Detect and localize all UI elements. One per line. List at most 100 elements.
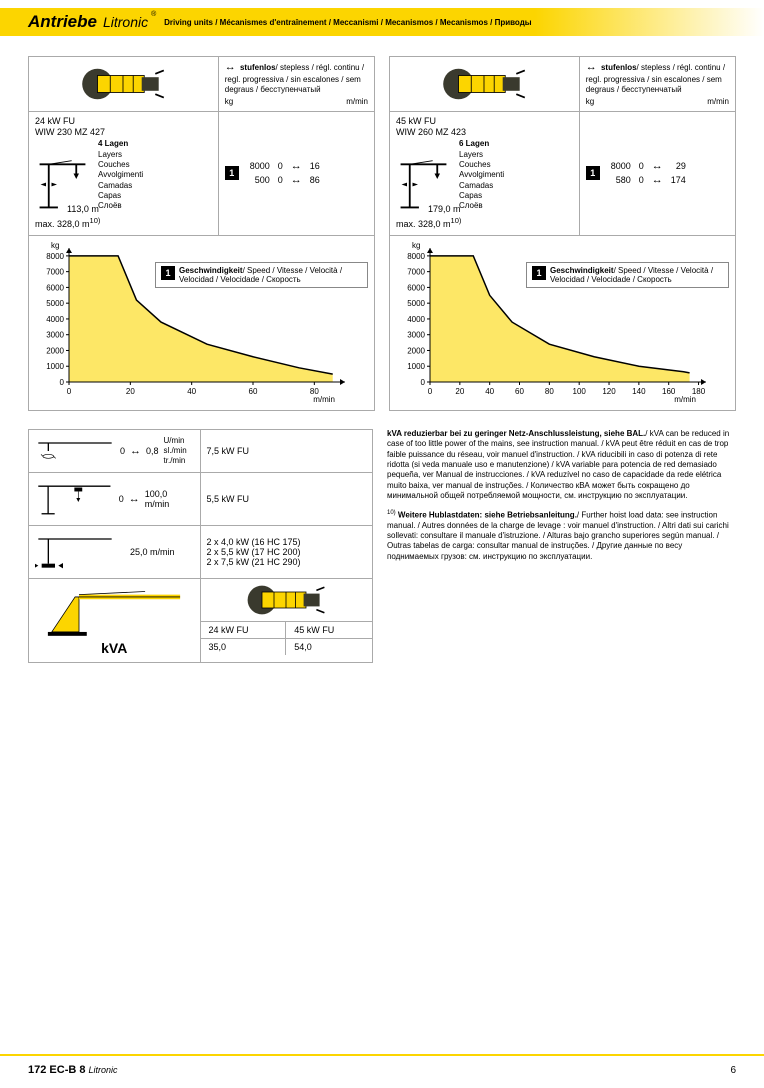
stufenlos-cell: ↔ stufenlos/ stepless / régl. continu / … <box>219 57 374 111</box>
model-cell: 24 kW FU WIW 230 MZ 427 4 LagenLayersCou… <box>29 112 219 235</box>
svg-text:8000: 8000 <box>46 252 64 261</box>
svg-text:kg: kg <box>412 242 420 250</box>
header-langs: Driving units / Mécanismes d'entraînemen… <box>164 18 532 27</box>
top-panels-row: ↔ stufenlos/ stepless / régl. continu / … <box>28 56 736 411</box>
model-cell: 45 kW FU WIW 260 MZ 423 6 LagenLayersCou… <box>390 112 580 235</box>
svg-text:60: 60 <box>515 387 524 396</box>
spec-marker-icon: 1 <box>586 166 600 180</box>
svg-text:2000: 2000 <box>407 346 425 355</box>
svg-text:3000: 3000 <box>46 331 64 340</box>
aux-row-right: 7,5 kW FU <box>201 430 373 472</box>
note-kva: kVA reduzierbar bei zu geringer Netz-Ans… <box>387 429 736 502</box>
notes-block: kVA reduzierbar bei zu geringer Netz-Ans… <box>387 429 736 570</box>
spec-table: 80000↔295800↔174 <box>606 158 691 188</box>
svg-text:0: 0 <box>421 378 426 387</box>
svg-text:40: 40 <box>187 387 196 396</box>
power-label: 24 kW FU <box>35 116 143 128</box>
power-label: 45 kW FU <box>396 116 504 128</box>
trolley-crane-icon <box>35 479 114 519</box>
model-label: WIW 230 MZ 427 <box>35 127 143 139</box>
svg-text:140: 140 <box>632 387 646 396</box>
note-kva-bold: kVA reduzierbar bei zu geringer Netz-Ans… <box>387 429 645 438</box>
aux-row-right: 5,5 kW FU <box>201 473 373 525</box>
travel-crane-icon <box>35 532 115 572</box>
chart-wrap: 0 1000 2000 3000 4000 5000 6000 7000 800… <box>29 236 374 410</box>
panel-right: ↔ stufenlos/ stepless / régl. continu / … <box>389 56 736 411</box>
header-bar: Antriebe Litronic Driving units / Mécani… <box>0 8 764 36</box>
slew-crane-icon <box>35 436 115 466</box>
svg-text:0: 0 <box>67 387 72 396</box>
kva-label: kVA <box>101 640 127 656</box>
svg-text:100: 100 <box>573 387 587 396</box>
svg-text:3000: 3000 <box>407 331 425 340</box>
chart-legend: 1 Geschwindigkeit/ Speed / Vitesse / Vel… <box>526 262 729 288</box>
legend-marker-icon: 1 <box>161 266 175 280</box>
kva-values: 35,054,0 <box>201 639 373 655</box>
header-brand: Litronic <box>103 14 148 30</box>
motor-icon <box>78 67 168 101</box>
motor-icon <box>246 583 326 617</box>
legend-marker-icon: 1 <box>532 266 546 280</box>
svg-text:1000: 1000 <box>46 362 64 371</box>
svg-text:7000: 7000 <box>407 268 425 277</box>
svg-text:20: 20 <box>455 387 464 396</box>
svg-text:6000: 6000 <box>407 283 425 292</box>
svg-text:80: 80 <box>545 387 554 396</box>
motor-icon <box>439 67 529 101</box>
svg-text:m/min: m/min <box>674 395 696 402</box>
aux-row-left: 25,0 m/min <box>29 526 201 578</box>
speed-load-chart: 0 1000 2000 3000 4000 5000 6000 7000 800… <box>396 242 729 404</box>
max-note: max. 328,0 m10) <box>396 214 504 231</box>
svg-text:0: 0 <box>60 378 65 387</box>
spec-cell: 1 80000↔295800↔174 <box>580 112 735 235</box>
svg-text:m/min: m/min <box>313 395 335 402</box>
aux-row-right: 2 x 4,0 kW (16 HC 175)2 x 5,5 kW (17 HC … <box>201 526 373 578</box>
model-label: WIW 260 MZ 423 <box>396 127 504 139</box>
note-hoist-sup: 10) <box>387 510 396 516</box>
svg-text:20: 20 <box>126 387 135 396</box>
svg-text:6000: 6000 <box>46 283 64 292</box>
kva-motor-icon <box>201 579 373 622</box>
kva-right: 24 kW FU45 kW FU 35,054,0 <box>201 579 373 662</box>
aux-row: 0↔100,0 m/min 5,5 kW FU <box>29 473 372 526</box>
svg-text:8000: 8000 <box>407 252 425 261</box>
svg-text:1000: 1000 <box>407 362 425 371</box>
svg-text:120: 120 <box>602 387 616 396</box>
aux-row-left: 0↔0,8U/minsl./mintr./min <box>29 430 201 472</box>
footer-model-bold: 172 EC-B 8 <box>28 1064 85 1076</box>
svg-text:5000: 5000 <box>46 299 64 308</box>
lagen-block: 4 LagenLayersCouchesAvvolgimentiCamadasC… <box>98 139 143 212</box>
footer-bar: 172 EC-B 8 Litronic 6 <box>0 1054 764 1080</box>
chart-wrap: 0 1000 2000 3000 4000 5000 6000 7000 800… <box>390 236 735 410</box>
footer-brand: Litronic <box>89 1065 118 1075</box>
lagen-block: 6 LagenLayersCouchesAvvolgimentiCamadasC… <box>459 139 504 212</box>
svg-text:2000: 2000 <box>46 346 64 355</box>
motor-cell <box>29 57 219 111</box>
max-note: max. 328,0 m10) <box>35 214 143 231</box>
chart-legend: 1 Geschwindigkeit/ Speed / Vitesse / Vel… <box>155 262 368 288</box>
svg-text:kg: kg <box>51 242 59 250</box>
full-crane-icon <box>44 585 184 640</box>
svg-text:7000: 7000 <box>46 268 64 277</box>
svg-text:4000: 4000 <box>46 315 64 324</box>
spec-marker-icon: 1 <box>225 166 239 180</box>
motor-cell <box>390 57 580 111</box>
kva-left: kVA <box>29 579 201 662</box>
svg-text:5000: 5000 <box>407 299 425 308</box>
header-title: Antriebe <box>28 12 97 32</box>
svg-text:0: 0 <box>428 387 433 396</box>
footer-page: 6 <box>730 1065 736 1076</box>
stufenlos-cell: ↔ stufenlos/ stepless / régl. continu / … <box>580 57 735 111</box>
aux-row-left: 0↔100,0 m/min <box>29 473 201 525</box>
note-hoist: 10) Weitere Hublastdaten: siehe Betriebs… <box>387 510 736 563</box>
svg-text:60: 60 <box>249 387 258 396</box>
legend-text: Geschwindigkeit/ Speed / Vitesse / Veloc… <box>550 266 723 284</box>
speed-load-chart: 0 1000 2000 3000 4000 5000 6000 7000 800… <box>35 242 368 404</box>
aux-drives-table: 0↔0,8U/minsl./mintr./min 7,5 kW FU 0↔100… <box>28 429 373 663</box>
spec-table: 80000↔165000↔86 <box>245 158 325 188</box>
panel-left: ↔ stufenlos/ stepless / régl. continu / … <box>28 56 375 411</box>
aux-row: 0↔0,8U/minsl./mintr./min 7,5 kW FU <box>29 430 372 473</box>
spec-cell: 1 80000↔165000↔86 <box>219 112 374 235</box>
kva-headers: 24 kW FU45 kW FU <box>201 622 373 639</box>
note-kva-rest: / kVA can be reduced in case of too litt… <box>387 429 729 500</box>
